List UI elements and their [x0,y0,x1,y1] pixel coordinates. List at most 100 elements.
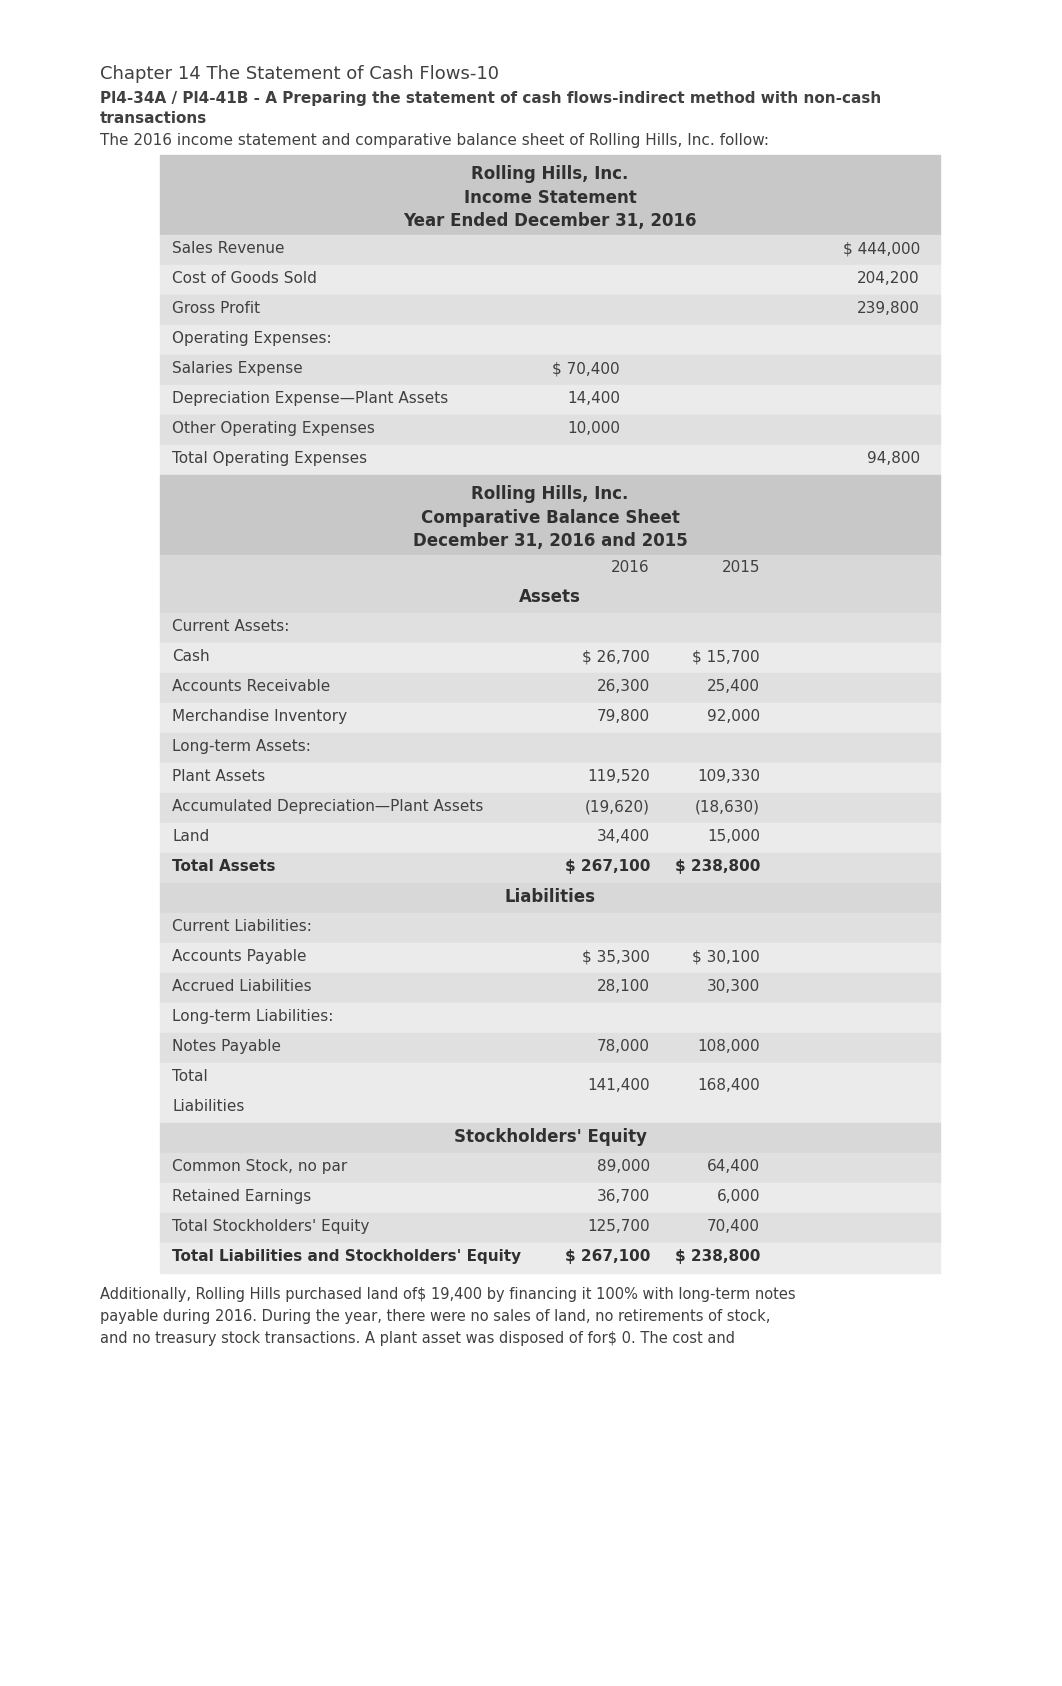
Bar [160,642,940,673]
Text: Common Stock, no par: Common Stock, no par [172,1158,347,1173]
Bar [160,703,940,733]
Text: $ 35,300: $ 35,300 [582,949,650,964]
Text: Sales Revenue: Sales Revenue [172,241,285,256]
Text: Accounts Payable: Accounts Payable [172,949,307,964]
Text: 79,800: 79,800 [597,710,650,723]
Text: Operating Expenses:: Operating Expenses: [172,330,331,346]
Text: (19,620): (19,620) [585,799,650,814]
Bar [160,325,940,356]
Text: 34,400: 34,400 [597,830,650,845]
Text: Depreciation Expense—Plant Assets: Depreciation Expense—Plant Assets [172,391,448,406]
Text: 15,000: 15,000 [707,830,760,845]
Bar [160,1243,940,1273]
Text: $ 70,400: $ 70,400 [552,361,620,376]
Text: 28,100: 28,100 [597,980,650,995]
Text: Chapter 14 The Statement of Cash Flows-10: Chapter 14 The Statement of Cash Flows-1… [100,66,499,83]
Text: Salaries Expense: Salaries Expense [172,361,303,376]
Text: $ 267,100: $ 267,100 [565,1249,650,1264]
Bar [160,1034,940,1062]
Bar [160,265,940,295]
Text: 94,800: 94,800 [867,450,920,465]
Bar [160,1123,940,1153]
Text: $ 238,800: $ 238,800 [674,858,760,873]
Text: $ 238,800: $ 238,800 [674,1249,760,1264]
Text: Comparative Balance Sheet: Comparative Balance Sheet [421,509,680,528]
Text: Long-term Assets:: Long-term Assets: [172,738,311,754]
Text: Year Ended December 31, 2016: Year Ended December 31, 2016 [404,212,697,229]
Text: Income Statement: Income Statement [464,189,636,207]
Text: 109,330: 109,330 [697,769,760,784]
Bar [160,475,940,555]
Text: Total Operating Expenses: Total Operating Expenses [172,450,367,465]
Text: Accumulated Depreciation—Plant Assets: Accumulated Depreciation—Plant Assets [172,799,483,814]
Text: Cash: Cash [172,649,209,664]
Text: 119,520: 119,520 [587,769,650,784]
Bar [160,914,940,942]
Text: 36,700: 36,700 [597,1189,650,1204]
Text: 70,400: 70,400 [707,1219,760,1234]
Bar [160,942,940,973]
Bar [160,1184,940,1212]
Bar [160,973,940,1003]
Text: Accounts Receivable: Accounts Receivable [172,679,330,695]
Bar [160,445,940,475]
Text: Assets: Assets [519,588,581,605]
Text: Cost of Goods Sold: Cost of Goods Sold [172,271,316,287]
Text: Accrued Liabilities: Accrued Liabilities [172,980,311,995]
Bar [160,234,940,265]
Text: 204,200: 204,200 [857,271,920,287]
Text: 10,000: 10,000 [567,422,620,437]
Text: Retained Earnings: Retained Earnings [172,1189,311,1204]
Text: $ 267,100: $ 267,100 [565,858,650,873]
Text: 2016: 2016 [612,560,650,575]
Text: 6,000: 6,000 [717,1189,760,1204]
Text: and no treasury stock transactions. A plant asset was disposed of for$ 0. The co: and no treasury stock transactions. A pl… [100,1330,735,1345]
Text: 125,700: 125,700 [587,1219,650,1234]
Text: The 2016 income statement and comparative balance sheet of Rolling Hills, Inc. f: The 2016 income statement and comparativ… [100,133,769,148]
Text: Total Liabilities and Stockholders' Equity: Total Liabilities and Stockholders' Equi… [172,1249,521,1264]
Text: Gross Profit: Gross Profit [172,302,260,315]
Text: 92,000: 92,000 [707,710,760,723]
Text: Total: Total [172,1069,208,1084]
Text: 239,800: 239,800 [857,302,920,315]
Text: 2015: 2015 [721,560,760,575]
Text: $ 444,000: $ 444,000 [843,241,920,256]
Bar [160,1003,940,1034]
Bar [160,614,940,642]
Bar [160,583,940,614]
Bar [160,853,940,883]
Bar [160,384,940,415]
Text: (18,630): (18,630) [695,799,760,814]
Bar [160,733,940,764]
Text: Total Stockholders' Equity: Total Stockholders' Equity [172,1219,370,1234]
Bar [160,823,940,853]
Text: Total Assets: Total Assets [172,858,275,873]
Bar [160,1153,940,1184]
Text: 141,400: 141,400 [587,1077,650,1093]
Bar [160,356,940,384]
Text: Stockholders' Equity: Stockholders' Equity [453,1128,647,1146]
Text: Other Operating Expenses: Other Operating Expenses [172,422,375,437]
Bar [160,673,940,703]
Text: Long-term Liabilities:: Long-term Liabilities: [172,1008,333,1023]
Text: $ 26,700: $ 26,700 [582,649,650,664]
Text: Liabilities: Liabilities [172,1099,244,1114]
Text: 25,400: 25,400 [707,679,760,695]
Text: Notes Payable: Notes Payable [172,1039,281,1054]
Bar [160,1212,940,1243]
Text: Rolling Hills, Inc.: Rolling Hills, Inc. [472,486,629,502]
Text: 14,400: 14,400 [567,391,620,406]
Text: $ 15,700: $ 15,700 [692,649,760,664]
Bar [160,1062,940,1123]
Text: Current Assets:: Current Assets: [172,619,289,634]
Text: $ 30,100: $ 30,100 [692,949,760,964]
Text: Current Liabilities:: Current Liabilities: [172,919,312,934]
Text: Merchandise Inventory: Merchandise Inventory [172,710,347,723]
Text: Rolling Hills, Inc.: Rolling Hills, Inc. [472,165,629,184]
Text: 108,000: 108,000 [698,1039,760,1054]
Text: payable during 2016. During the year, there were no sales of land, no retirement: payable during 2016. During the year, th… [100,1308,770,1324]
Bar [160,792,940,823]
Text: Land: Land [172,830,209,845]
Text: Additionally, Rolling Hills purchased land of$ 19,400 by financing it 100% with : Additionally, Rolling Hills purchased la… [100,1286,795,1302]
Bar [160,295,940,325]
